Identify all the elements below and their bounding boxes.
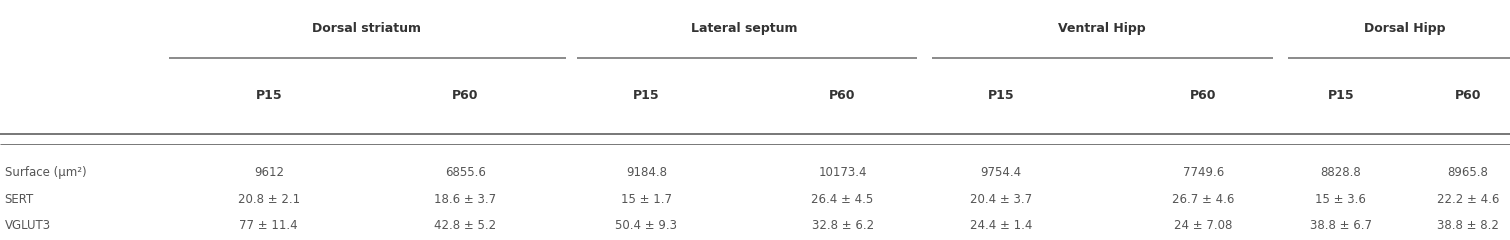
Text: 15 ± 3.6: 15 ± 3.6 (1315, 193, 1367, 206)
Text: Ventral Hipp: Ventral Hipp (1059, 22, 1146, 35)
Text: 18.6 ± 3.7: 18.6 ± 3.7 (433, 193, 497, 206)
Text: SERT: SERT (5, 193, 33, 206)
Text: 20.4 ± 3.7: 20.4 ± 3.7 (969, 193, 1033, 206)
Text: 24.4 ± 1.4: 24.4 ± 1.4 (969, 219, 1033, 232)
Text: 42.8 ± 5.2: 42.8 ± 5.2 (433, 219, 497, 232)
Text: P15: P15 (988, 89, 1015, 102)
Text: P60: P60 (1190, 89, 1217, 102)
Text: P60: P60 (829, 89, 856, 102)
Text: P60: P60 (1454, 89, 1481, 102)
Text: Surface (μm²): Surface (μm²) (5, 166, 86, 179)
Text: 9754.4: 9754.4 (980, 166, 1022, 179)
Text: P60: P60 (451, 89, 479, 102)
Text: 10173.4: 10173.4 (818, 166, 867, 179)
Text: 6855.6: 6855.6 (444, 166, 486, 179)
Text: VGLUT3: VGLUT3 (5, 219, 51, 232)
Text: 15 ± 1.7: 15 ± 1.7 (621, 193, 672, 206)
Text: 22.2 ± 4.6: 22.2 ± 4.6 (1436, 193, 1499, 206)
Text: 38.8 ± 6.7: 38.8 ± 6.7 (1309, 219, 1373, 232)
Text: 7749.6: 7749.6 (1182, 166, 1225, 179)
Text: P15: P15 (255, 89, 282, 102)
Text: 24 ± 7.08: 24 ± 7.08 (1175, 219, 1232, 232)
Text: 26.4 ± 4.5: 26.4 ± 4.5 (811, 193, 874, 206)
Text: P15: P15 (1327, 89, 1354, 102)
Text: Dorsal striatum: Dorsal striatum (313, 22, 421, 35)
Text: Lateral septum: Lateral septum (692, 22, 797, 35)
Text: 8965.8: 8965.8 (1447, 166, 1489, 179)
Text: 20.8 ± 2.1: 20.8 ± 2.1 (237, 193, 300, 206)
Text: 38.8 ± 8.2: 38.8 ± 8.2 (1438, 219, 1498, 232)
Text: P15: P15 (633, 89, 660, 102)
Text: 9184.8: 9184.8 (625, 166, 667, 179)
Text: 26.7 ± 4.6: 26.7 ± 4.6 (1172, 193, 1235, 206)
Text: 8828.8: 8828.8 (1321, 166, 1361, 179)
Text: 77 ± 11.4: 77 ± 11.4 (240, 219, 297, 232)
Text: 9612: 9612 (254, 166, 284, 179)
Text: 32.8 ± 6.2: 32.8 ± 6.2 (811, 219, 874, 232)
Text: 50.4 ± 9.3: 50.4 ± 9.3 (615, 219, 678, 232)
Text: Dorsal Hipp: Dorsal Hipp (1364, 22, 1445, 35)
